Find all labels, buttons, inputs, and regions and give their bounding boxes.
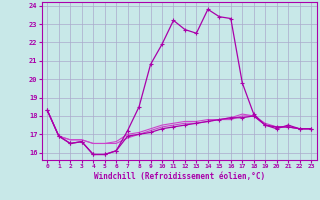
X-axis label: Windchill (Refroidissement éolien,°C): Windchill (Refroidissement éolien,°C) (94, 172, 265, 181)
